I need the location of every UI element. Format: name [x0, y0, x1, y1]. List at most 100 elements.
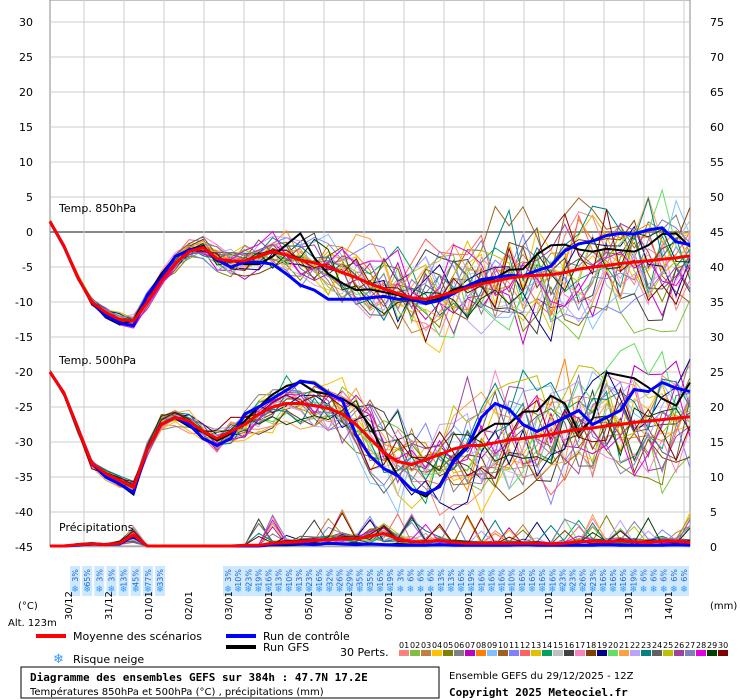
footer-ensemble-info: Ensemble GEFS du 29/12/2025 - 12Z	[449, 671, 634, 682]
snowflake-icon: ❄	[559, 585, 567, 595]
pert-number: 24	[652, 641, 662, 650]
y-tick-right: 10	[710, 471, 724, 484]
pert-swatch	[685, 650, 695, 656]
snow-risk-value: 6%	[427, 569, 436, 582]
legend-control-label: Run de contrôle	[263, 630, 350, 643]
snow-risk-cell	[456, 566, 467, 596]
y-tick-left: -40	[15, 506, 33, 519]
snow-risk-value: 16%	[498, 569, 507, 587]
snow-risk-cell	[364, 566, 375, 596]
snowflake-icon: ❄	[356, 585, 364, 595]
snowflake-icon: ❄	[538, 585, 546, 595]
snow-risk-cell	[395, 566, 406, 596]
pert-number: 27	[685, 641, 695, 650]
pert-number: 13	[531, 641, 541, 650]
pert-swatch	[487, 650, 497, 656]
snow-risk-cell	[314, 566, 325, 596]
pert-number: 21	[619, 641, 629, 650]
snow-risk-value: 6%	[650, 569, 659, 582]
pert-number: 19	[597, 641, 607, 650]
panel-label-precip: Précipitations	[59, 521, 134, 534]
snow-risk-cell	[577, 566, 588, 596]
snow-risk-value: 16%	[265, 569, 274, 587]
y-tick-right: 70	[710, 51, 724, 64]
y-tick-right: 20	[710, 401, 724, 414]
snow-risk-value: 32%	[325, 569, 334, 587]
snowflake-icon: ❄	[346, 585, 354, 595]
snow-risk-cell	[344, 566, 355, 596]
snow-risk-cell	[405, 566, 416, 596]
snowflake-icon: ❄	[579, 585, 587, 595]
y-tick-right: 30	[710, 331, 724, 344]
y-tick-left: -5	[22, 261, 33, 274]
snow-risk-cell	[304, 566, 315, 596]
pert-swatch	[399, 650, 409, 656]
snowflake-icon: ❄	[427, 585, 435, 595]
snow-risk-cell	[547, 566, 558, 596]
pert-number: 29	[707, 641, 717, 650]
snowflake-icon: ❄	[315, 585, 323, 595]
pert-number: 28	[696, 641, 706, 650]
snow-risk-cell	[142, 566, 153, 596]
snowflake-icon: ❄	[366, 585, 374, 595]
x-tick-label: 06/01	[344, 591, 355, 620]
snow-risk-cell	[618, 566, 629, 596]
snow-risk-cell	[70, 566, 80, 596]
legend-gfs-label: Run GFS	[263, 641, 309, 654]
pert-swatch	[421, 650, 431, 656]
snowflake-icon: ❄	[234, 585, 242, 595]
pert-number: 07	[465, 641, 475, 650]
perturbation-legend: 01 02 03 04 05 06 07 08 09 10 11 12 13 14 15 16 17 18 19 20…	[399, 641, 728, 656]
pert-swatch	[476, 650, 486, 656]
legend-mean-label: Moyenne des scénarios	[73, 630, 202, 643]
pert-swatch	[597, 650, 607, 656]
snowflake-icon: ❄	[569, 585, 577, 595]
snow-risk-cell	[130, 566, 141, 596]
snowflake-icon: ❄	[71, 585, 79, 595]
snow-risk-cell	[516, 566, 527, 596]
snow-risk-value: 16%	[528, 569, 537, 587]
snow-risk-cell	[253, 566, 264, 596]
snow-risk-value: 23%	[589, 569, 598, 587]
snow-risk-value: 23%	[569, 569, 578, 587]
snowflake-icon: ❄	[244, 585, 252, 595]
snow-risk-value: 19%	[386, 569, 395, 587]
snow-risk-value: 77%	[144, 569, 153, 587]
pert-swatch	[454, 650, 464, 656]
snowflake-icon: ❄	[336, 585, 344, 595]
altitude-label: Alt. 123m	[8, 618, 57, 629]
snow-risk-value: 35%	[366, 569, 375, 587]
snowflake-icon: ❄	[670, 585, 678, 595]
pert-swatch	[674, 650, 684, 656]
y-tick-left: 15	[19, 121, 33, 134]
snowflake-icon: ❄	[386, 585, 394, 595]
snow-risk-cell	[557, 566, 568, 596]
snowflake-icon: ❄	[275, 585, 283, 595]
pert-swatch	[630, 650, 640, 656]
snowflake-icon: ❄	[305, 585, 313, 595]
snow-risk-value: 3%	[95, 569, 104, 582]
pert-number: 20	[608, 641, 618, 650]
snowflake-icon: ❄	[144, 585, 152, 595]
y-tick-right: 65	[710, 86, 724, 99]
snow-risk-cell	[233, 566, 244, 596]
snow-risk-value: 6%	[660, 569, 669, 582]
snow-risk-value: 26%	[335, 569, 344, 587]
snowflake-icon: ❄	[285, 585, 293, 595]
snow-risk-cell	[354, 566, 365, 596]
y-tick-right: 50	[710, 191, 724, 204]
y-tick-right: 5	[710, 506, 717, 519]
y-tick-left: 20	[19, 86, 33, 99]
pert-number: 26	[674, 641, 684, 650]
snow-risk-value: 23%	[244, 569, 253, 587]
pert-swatch	[531, 650, 541, 656]
left-axis-unit: (°C)	[18, 601, 38, 612]
snow-risk-cell	[293, 566, 304, 596]
snow-risk-value: 16%	[477, 569, 486, 587]
snow-risk-cell	[628, 566, 639, 596]
snow-risk-cell	[486, 566, 497, 596]
pert-swatch	[575, 650, 585, 656]
snowflake-icon: ❄	[224, 585, 232, 595]
y-tick-left: 0	[26, 226, 33, 239]
y-tick-right: 60	[710, 121, 724, 134]
